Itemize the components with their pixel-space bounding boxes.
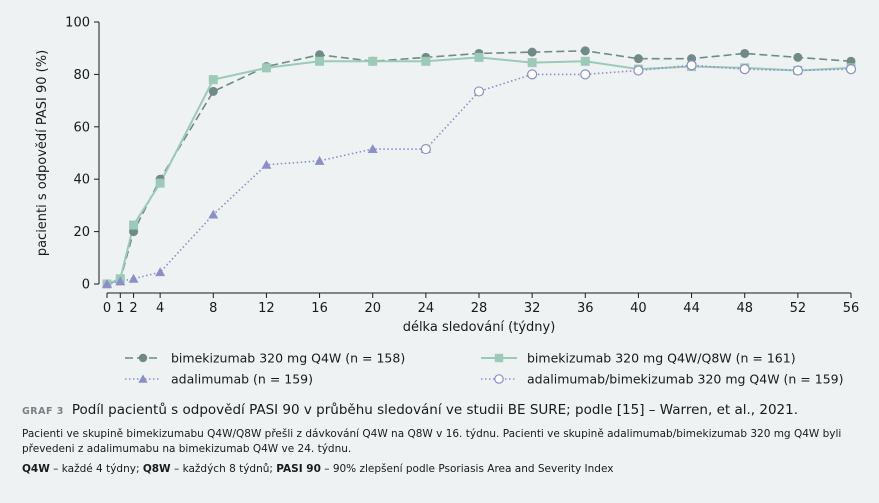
y-tick-label: 100 <box>65 16 90 31</box>
caption-note: Pacienti ve skupině bimekizumabu Q4W/Q8W… <box>22 428 842 455</box>
y-tick-label: 60 <box>73 120 90 135</box>
x-tick-label: 2 <box>129 301 137 316</box>
x-tick-label: 20 <box>364 301 381 316</box>
legend-marker <box>138 374 148 383</box>
legend-item: bimekizumab 320 mg Q4W/Q8W (n = 161) <box>481 351 796 366</box>
series-2 <box>106 148 426 285</box>
data-point <box>793 52 803 62</box>
legend: bimekizumab 320 mg Q4W (n = 158) bimekizu… <box>125 351 844 387</box>
data-point <box>208 75 218 85</box>
x-tick-label: 1 <box>116 301 124 316</box>
legend-label: adalimumab/bimekizumab 320 mg Q4W (n = 1… <box>527 372 844 387</box>
data-point <box>527 69 538 80</box>
data-point <box>208 86 218 96</box>
data-point <box>580 56 590 66</box>
data-point <box>102 279 112 288</box>
abbr-def: – každých 8 týdnů; <box>170 463 277 475</box>
x-tick-label: 0 <box>103 301 111 316</box>
caption-title: Podíl pacientů s odpovědí PASI 90 v průb… <box>71 402 799 418</box>
x-tick-label: 36 <box>577 301 594 316</box>
data-point <box>115 276 126 286</box>
data-point <box>314 155 325 165</box>
data-point <box>261 159 272 169</box>
data-point <box>739 64 750 75</box>
legend-item: adalimumab/bimekizumab 320 mg Q4W (n = 1… <box>481 372 844 387</box>
figure-caption: GRAF 3 Podíl pacientů s odpovědí PASI 90 … <box>22 401 861 477</box>
data-point <box>474 52 484 62</box>
y-tick-label: 20 <box>73 225 90 240</box>
x-tick-label: 24 <box>418 301 435 316</box>
data-point <box>792 65 803 76</box>
data-point <box>740 48 750 58</box>
x-axis-label: délka sledování (týdny) <box>403 320 556 335</box>
data-point <box>129 220 139 230</box>
x-tick-label: 28 <box>471 301 488 316</box>
x-tick-label: 8 <box>209 301 217 316</box>
x-tick-label: 40 <box>630 301 647 316</box>
legend-label: adalimumab (n = 159) <box>171 372 313 387</box>
x-tick-label: 4 <box>156 301 164 316</box>
data-point <box>580 46 590 56</box>
data-point <box>473 86 485 97</box>
data-point <box>527 58 537 68</box>
data-point <box>527 47 537 57</box>
data-point <box>580 69 591 80</box>
abbr-def: – každé 4 týdny; <box>49 463 143 475</box>
series-line <box>106 50 852 285</box>
y-tick-label: 0 <box>82 278 90 293</box>
data-point <box>128 273 139 283</box>
x-ticks: 0 1 2 4 8 12 16 20 24 28 32 36 40 44 48 52 56 <box>103 293 859 316</box>
x-tick-label: 44 <box>683 301 700 316</box>
abbr-term: Q4W <box>22 463 50 475</box>
data-point <box>261 63 271 73</box>
data-point <box>208 209 219 219</box>
caption-abbreviations: Q4W – každé 4 týdny; Q8W – každých 8 týd… <box>22 462 861 477</box>
series-layer <box>102 46 857 289</box>
x-tick-label: 52 <box>790 301 807 316</box>
series-line <box>425 64 852 150</box>
legend-item: bimekizumab 320 mg Q4W (n = 158) <box>125 351 405 366</box>
series-0 <box>106 50 852 285</box>
abbr-term: Q8W <box>142 463 171 475</box>
data-point <box>315 56 325 66</box>
legend-label: bimekizumab 320 mg Q4W/Q8W (n = 161) <box>527 351 796 366</box>
data-point <box>686 60 697 71</box>
caption-title-line: GRAF 3 Podíl pacientů s odpovědí PASI 90 … <box>22 401 861 421</box>
series-points-2 <box>102 144 431 288</box>
data-point <box>420 143 431 155</box>
x-tick-label: 12 <box>258 301 275 316</box>
y-tick-label: 40 <box>73 173 90 188</box>
legend-marker <box>494 374 504 384</box>
series-3 <box>425 64 852 150</box>
x-tick-label: 56 <box>843 301 860 316</box>
data-point <box>845 64 857 75</box>
data-point <box>155 267 166 277</box>
legend-marker <box>138 353 148 363</box>
series-line <box>106 148 426 285</box>
legend-item: adalimumab (n = 159) <box>125 372 313 387</box>
y-ticks: 0 20 40 60 80 100 <box>65 16 99 293</box>
x-tick-label: 32 <box>524 301 541 316</box>
abbr-term: PASI 90 <box>276 463 321 475</box>
data-point <box>367 144 378 154</box>
data-point <box>155 178 165 188</box>
data-point <box>633 65 644 76</box>
legend-label: bimekizumab 320 mg Q4W (n = 158) <box>171 351 405 366</box>
x-tick-label: 48 <box>736 301 753 316</box>
data-point <box>633 54 643 64</box>
caption-label: GRAF 3 <box>22 406 64 417</box>
y-axis-label: pacienti s odpovědí PASI 90 (%) <box>35 50 50 256</box>
abbr-def: – 90% zlepšení podle Psoriasis Area and … <box>320 463 614 475</box>
y-tick-label: 80 <box>73 68 90 83</box>
data-point <box>421 56 431 66</box>
series-points-3 <box>420 60 857 155</box>
legend-marker <box>494 353 504 363</box>
x-tick-label: 16 <box>311 301 328 316</box>
data-point <box>368 56 378 66</box>
